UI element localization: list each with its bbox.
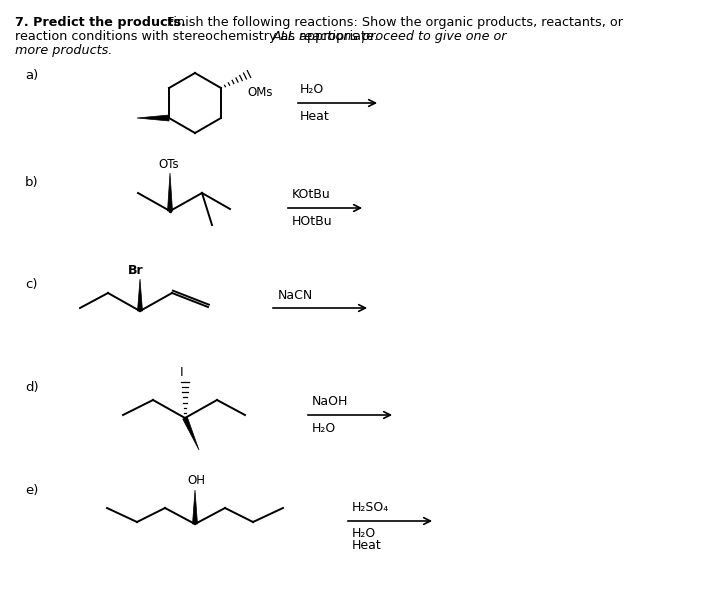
Text: H₂O: H₂O (300, 83, 324, 96)
Text: OTs: OTs (158, 158, 179, 171)
Text: Br: Br (128, 264, 143, 277)
Text: Heat: Heat (300, 110, 330, 123)
Polygon shape (138, 279, 143, 311)
Text: I: I (180, 366, 184, 379)
Text: b): b) (25, 176, 39, 189)
Polygon shape (192, 490, 197, 524)
Text: e): e) (25, 484, 38, 497)
Text: Heat: Heat (352, 539, 382, 552)
Polygon shape (137, 115, 169, 121)
Text: NaCN: NaCN (278, 289, 313, 302)
Text: more products.: more products. (15, 44, 112, 57)
Text: c): c) (25, 278, 37, 291)
Text: H₂O: H₂O (352, 527, 377, 540)
Text: KOtBu: KOtBu (292, 188, 330, 201)
Text: d): d) (25, 381, 39, 394)
Text: H₂O: H₂O (312, 422, 336, 435)
Text: HOtBu: HOtBu (292, 215, 333, 228)
Text: a): a) (25, 69, 38, 82)
Text: Finish the following reactions: Show the organic products, reactants, or: Finish the following reactions: Show the… (163, 16, 623, 29)
Text: OH: OH (187, 474, 205, 487)
Text: reaction conditions with stereochemistry as appropriate.: reaction conditions with stereochemistry… (15, 30, 382, 43)
Text: 7. Predict the products.: 7. Predict the products. (15, 16, 186, 29)
Text: H₂SO₄: H₂SO₄ (352, 501, 390, 514)
Polygon shape (168, 173, 173, 211)
Polygon shape (183, 417, 199, 450)
Text: ALL reactions proceed to give one or: ALL reactions proceed to give one or (273, 30, 508, 43)
Text: NaOH: NaOH (312, 395, 348, 408)
Text: OMs: OMs (247, 86, 272, 99)
